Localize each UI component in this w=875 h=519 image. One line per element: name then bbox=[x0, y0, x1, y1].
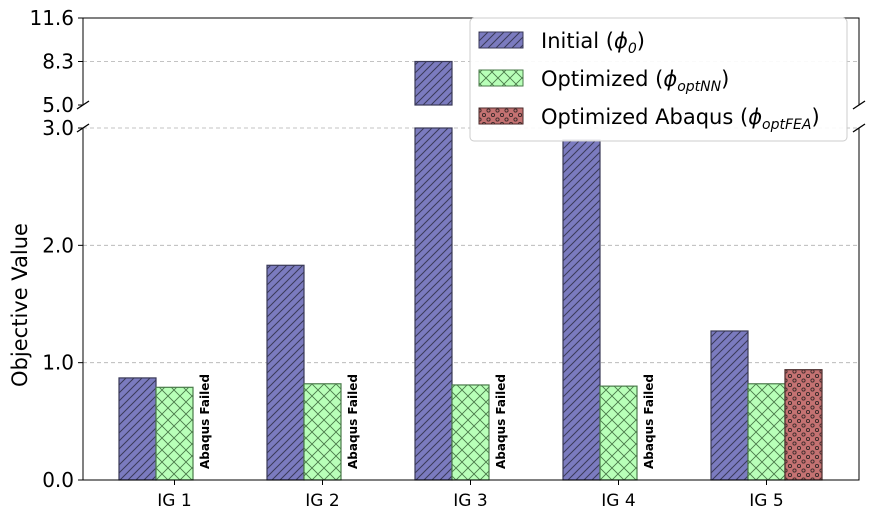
y-tick-label: 3.0 bbox=[42, 116, 74, 140]
y-tick-label: 0.0 bbox=[42, 468, 74, 492]
break-mark bbox=[852, 123, 866, 133]
legend-entry-label: Initial (ϕ0) bbox=[541, 29, 645, 57]
break-mark bbox=[852, 100, 866, 110]
bar-1-1 bbox=[118, 377, 157, 481]
legend-entry-label: Optimized Abaqus (ϕoptFEA) bbox=[541, 105, 820, 133]
bar-2-5 bbox=[747, 383, 786, 481]
abaqus-failed-label: Abaqus Failed bbox=[346, 374, 360, 469]
y-tick-label: 11.6 bbox=[29, 6, 74, 30]
break-mark bbox=[76, 100, 90, 110]
bar-2-4 bbox=[599, 385, 638, 481]
bar-upper-1-3 bbox=[414, 60, 453, 106]
legend-swatch bbox=[478, 69, 524, 87]
abaqus-failed-label: Abaqus Failed bbox=[642, 374, 656, 469]
abaqus-failed-label: Abaqus Failed bbox=[494, 374, 508, 469]
legend-swatch bbox=[478, 31, 524, 49]
bar-2-3 bbox=[451, 384, 490, 481]
legend-box bbox=[469, 17, 848, 142]
bar-2-1 bbox=[155, 386, 194, 481]
y-tick-label: 8.3 bbox=[42, 50, 74, 74]
lower-grid bbox=[83, 127, 859, 364]
x-tick-label: IG 3 bbox=[453, 491, 487, 511]
x-tick-label: IG 1 bbox=[157, 491, 191, 511]
legend-swatch bbox=[478, 107, 524, 125]
legend-entry-label: Optimized (ϕoptNN) bbox=[541, 67, 729, 95]
bar-3-5 bbox=[784, 369, 823, 481]
bar-1-5 bbox=[710, 330, 749, 481]
bar-1-2 bbox=[266, 264, 305, 481]
y-tick-label: 5.0 bbox=[42, 93, 74, 117]
y-tick-label: 2.0 bbox=[42, 233, 74, 257]
legend: Initial (ϕ0) Optimized (ϕoptNN) Optimized … bbox=[469, 17, 848, 142]
x-tick-labels: IG 1 IG 2 IG 3 IG 4 IG 5 bbox=[157, 480, 784, 511]
bar-1-4 bbox=[562, 139, 601, 481]
abaqus-failed-label: Abaqus Failed bbox=[198, 374, 212, 469]
annotations: Abaqus Failed Abaqus Failed Abaqus Failed A… bbox=[195, 374, 669, 481]
x-tick-label: IG 2 bbox=[305, 491, 339, 511]
axis-break-marks bbox=[76, 100, 866, 133]
y-tick-labels: 0.0 1.0 2.0 3.05.0 8.3 11.6 bbox=[29, 6, 83, 492]
y-tick-label: 1.0 bbox=[42, 351, 74, 375]
x-tick-label: IG 5 bbox=[749, 491, 783, 511]
break-mark bbox=[76, 123, 90, 133]
bar-2-2 bbox=[303, 383, 342, 481]
x-tick-label: IG 4 bbox=[601, 491, 635, 511]
bar-1-3 bbox=[414, 127, 453, 481]
y-axis-label: Objective Value bbox=[8, 223, 32, 387]
